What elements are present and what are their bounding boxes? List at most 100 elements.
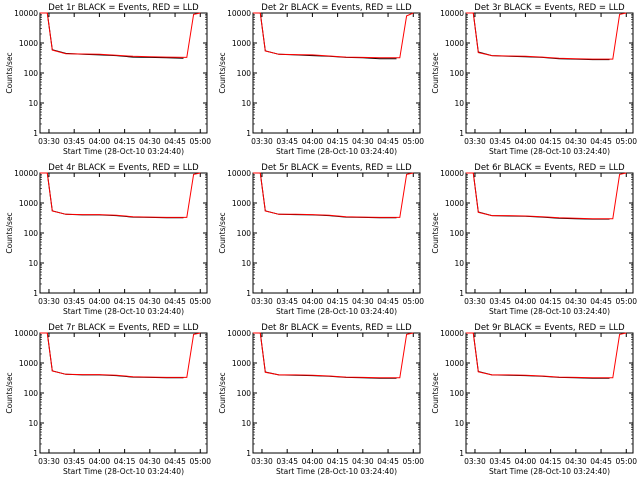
chart-svg: Det 2r BLACK = Events, RED = LLD 1 10 100 10… xyxy=(218,3,424,156)
y-tick-label: 10000 xyxy=(440,169,464,178)
y-tick-label: 100 xyxy=(237,69,252,78)
plot-frame xyxy=(39,172,208,294)
x-tick-label: 03:45 xyxy=(63,137,85,146)
x-tick-label: 04:15 xyxy=(114,297,136,306)
x-tick-label: 04:15 xyxy=(540,457,562,466)
y-tick-label: 1 xyxy=(33,289,38,298)
y-tick-label: 10000 xyxy=(227,9,251,18)
y-tick-label: 1 xyxy=(459,129,464,138)
x-axis-label: Start Time (28-Oct-10 03:24:40) xyxy=(489,467,610,476)
x-tick-label: 05:00 xyxy=(615,457,637,466)
y-tick-label: 10 xyxy=(454,419,464,428)
y-tick-label: 10000 xyxy=(14,329,38,338)
x-tick-label: 03:30 xyxy=(464,137,486,146)
y-axis-label: Counts/sec xyxy=(218,212,227,253)
x-tick-label: 05:00 xyxy=(189,137,211,146)
y-tick-label: 1 xyxy=(246,129,251,138)
y-tick-label: 10000 xyxy=(440,329,464,338)
x-tick-label: 03:30 xyxy=(251,457,273,466)
x-tick-label: 05:00 xyxy=(615,297,637,306)
y-tick-label: 10 xyxy=(241,99,251,108)
y-tick-label: 10 xyxy=(28,419,38,428)
x-tick-label: 03:30 xyxy=(251,137,273,146)
x-tick-label: 03:30 xyxy=(38,297,60,306)
chart-title: Det 2r BLACK = Events, RED = LLD xyxy=(261,3,412,13)
x-tick-label: 03:30 xyxy=(38,457,60,466)
x-tick-label: 04:15 xyxy=(114,457,136,466)
y-tick-label: 10 xyxy=(241,259,251,268)
y-tick-label: 10 xyxy=(454,259,464,268)
y-tick-label: 10000 xyxy=(227,329,251,338)
x-tick-label: 04:00 xyxy=(302,297,324,306)
x-tick-label: 04:15 xyxy=(327,137,349,146)
detector-panel: Det 5r BLACK = Events, RED = LLD 1 10 100 10… xyxy=(213,160,426,320)
y-tick-label: 10000 xyxy=(227,169,251,178)
y-axis-label: Counts/sec xyxy=(5,212,14,253)
x-axis-label: Start Time (28-Oct-10 03:24:40) xyxy=(63,467,184,476)
x-tick-label: 04:45 xyxy=(590,137,612,146)
y-tick-label: 1000 xyxy=(19,199,38,208)
x-tick-label: 04:30 xyxy=(352,297,374,306)
plot-frame xyxy=(252,172,421,294)
y-axis-label: Counts/sec xyxy=(218,52,227,93)
series-line-lld xyxy=(253,172,414,218)
series-line-lld xyxy=(40,332,201,378)
x-tick-label: 04:00 xyxy=(89,457,111,466)
series-line-events xyxy=(40,12,184,59)
chart-svg: Det 8r BLACK = Events, RED = LLD 1 10 100 10… xyxy=(218,323,424,476)
x-tick-label: 04:45 xyxy=(164,137,186,146)
y-tick-label: 10000 xyxy=(440,9,464,18)
y-tick-label: 100 xyxy=(237,389,252,398)
series-line-lld xyxy=(40,12,201,58)
y-axis-label: Counts/sec xyxy=(5,52,14,93)
x-tick-label: 04:15 xyxy=(327,457,349,466)
chart-title: Det 4r BLACK = Events, RED = LLD xyxy=(48,163,199,173)
y-tick-label: 100 xyxy=(450,389,465,398)
chart-title: Det 7r BLACK = Events, RED = LLD xyxy=(48,323,199,333)
y-tick-label: 1000 xyxy=(445,199,464,208)
y-tick-label: 1000 xyxy=(232,39,251,48)
x-tick-label: 04:00 xyxy=(515,297,537,306)
chart-svg: Det 4r BLACK = Events, RED = LLD 1 10 100 10… xyxy=(5,163,211,316)
series-line-events xyxy=(466,12,610,61)
chart-title: Det 8r BLACK = Events, RED = LLD xyxy=(261,323,412,333)
x-tick-label: 04:30 xyxy=(352,457,374,466)
x-tick-label: 04:30 xyxy=(565,297,587,306)
chart-svg: Det 5r BLACK = Events, RED = LLD 1 10 100 10… xyxy=(218,163,424,316)
y-tick-label: 1 xyxy=(33,449,38,458)
series-line-events xyxy=(253,332,397,379)
x-axis-label: Start Time (28-Oct-10 03:24:40) xyxy=(489,147,610,156)
x-tick-label: 04:30 xyxy=(352,137,374,146)
detector-panel: Det 6r BLACK = Events, RED = LLD 1 10 100 10… xyxy=(426,160,639,320)
x-tick-label: 04:45 xyxy=(590,457,612,466)
y-tick-label: 10000 xyxy=(14,169,38,178)
x-tick-label: 04:00 xyxy=(515,137,537,146)
x-tick-label: 04:45 xyxy=(377,137,399,146)
chart-svg: Det 7r BLACK = Events, RED = LLD 1 10 100 10… xyxy=(5,323,211,476)
x-axis-label: Start Time (28-Oct-10 03:24:40) xyxy=(489,307,610,316)
x-tick-label: 04:30 xyxy=(139,457,161,466)
series-line-lld xyxy=(40,172,201,218)
y-axis-label: Counts/sec xyxy=(5,372,14,413)
x-tick-label: 04:30 xyxy=(565,137,587,146)
y-tick-label: 10 xyxy=(454,99,464,108)
x-tick-label: 03:45 xyxy=(63,297,85,306)
y-tick-label: 100 xyxy=(450,69,465,78)
x-axis-label: Start Time (28-Oct-10 03:24:40) xyxy=(63,307,184,316)
plot-frame xyxy=(252,332,421,454)
detector-panel: Det 7r BLACK = Events, RED = LLD 1 10 100 10… xyxy=(0,320,213,480)
x-tick-label: 04:15 xyxy=(540,297,562,306)
y-axis-label: Counts/sec xyxy=(218,372,227,413)
series-line-events xyxy=(466,172,610,220)
x-tick-label: 03:45 xyxy=(489,457,511,466)
series-line-lld xyxy=(466,12,627,60)
x-tick-label: 04:15 xyxy=(114,137,136,146)
x-tick-label: 05:00 xyxy=(615,137,637,146)
detector-panel: Det 4r BLACK = Events, RED = LLD 1 10 100 10… xyxy=(0,160,213,320)
x-tick-label: 03:45 xyxy=(276,297,298,306)
detector-panel: Det 1r BLACK = Events, RED = LLD 1 10 100 10… xyxy=(0,0,213,160)
plot-frame xyxy=(465,332,634,454)
y-tick-label: 1000 xyxy=(232,359,251,368)
y-axis-label: Counts/sec xyxy=(431,52,440,93)
